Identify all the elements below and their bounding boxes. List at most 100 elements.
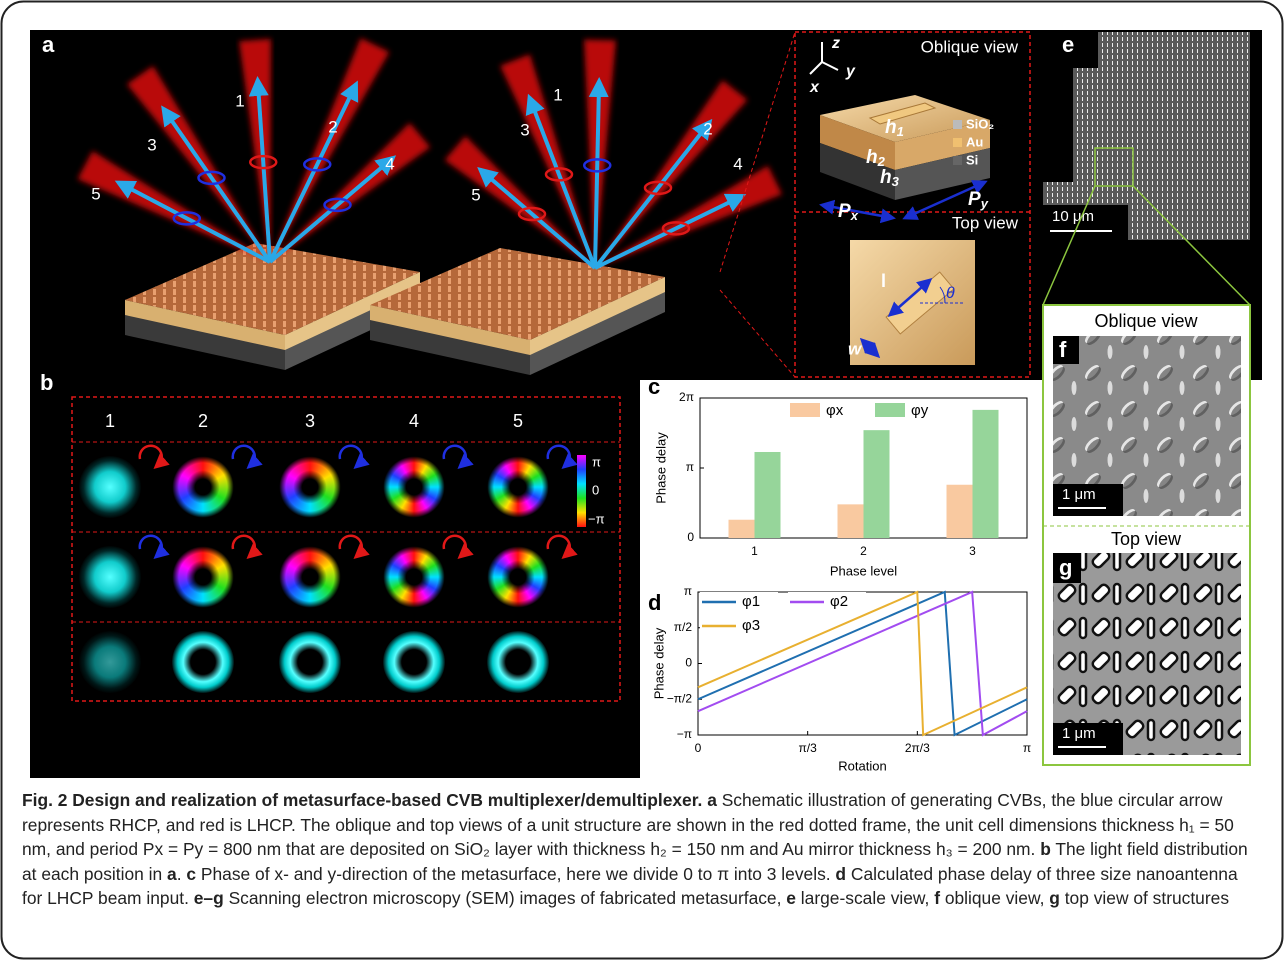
- field-map: [487, 456, 549, 518]
- y-tick-label: π/2: [674, 620, 693, 634]
- caption-bold: e–g: [189, 888, 224, 908]
- panel-label: b: [40, 370, 53, 395]
- layer-name: Au: [966, 134, 983, 149]
- page: Figure 2 html, body { margin: 0; padding…: [0, 0, 1284, 960]
- bar: [729, 520, 755, 538]
- caption-bold: c: [182, 864, 197, 884]
- field-map: [172, 456, 234, 518]
- layer-swatch: [953, 120, 962, 129]
- layer-name: Si: [966, 152, 978, 167]
- beam-number: 5: [91, 184, 100, 203]
- dimension-label: w: [848, 339, 863, 358]
- bar: [755, 452, 781, 538]
- column-label: 4: [409, 411, 419, 431]
- field-map: [487, 546, 549, 608]
- caption-bold: Fig. 2 Design and realization of metasur…: [22, 790, 702, 810]
- field-map: [383, 546, 445, 608]
- colorbar-label: 0: [592, 482, 599, 497]
- field-map: [172, 631, 234, 693]
- y-tick-label: π: [684, 584, 692, 598]
- x-tick-label: 0: [695, 741, 702, 755]
- bar: [973, 410, 999, 538]
- scale-label: 1 μm: [1062, 725, 1096, 742]
- sem-title: Oblique view: [1094, 311, 1198, 331]
- inset-title: Top view: [952, 213, 1019, 232]
- scale-label: 10 μm: [1052, 208, 1094, 225]
- x-tick-label: 3: [969, 544, 976, 558]
- bar: [864, 430, 890, 538]
- caption-bold: a: [702, 790, 717, 810]
- axis-name: x: [809, 79, 820, 96]
- caption-bold: d: [831, 864, 846, 884]
- caption-text: large-scale view,: [796, 888, 929, 908]
- legend-swatch: [875, 403, 905, 417]
- beam-number: 2: [328, 117, 337, 136]
- panel-label: g: [1059, 555, 1072, 580]
- legend-swatch: [790, 403, 820, 417]
- caption-text: top view of structures: [1060, 888, 1229, 908]
- caption-bold: a: [162, 864, 177, 884]
- caption-bold: b: [1035, 839, 1050, 859]
- legend-label: φy: [911, 402, 929, 419]
- inset-title: Oblique view: [921, 37, 1019, 56]
- dimension-symbol: h: [866, 147, 878, 168]
- legend-label: φ1: [742, 593, 760, 610]
- y-tick-label: 0: [687, 530, 694, 544]
- page-body: { "figure": { "a": { "label": "a", "left…: [0, 0, 1284, 960]
- panel-label: c: [648, 374, 660, 399]
- y-axis-label: Phase delay: [651, 627, 666, 699]
- dimension-symbol: P: [838, 201, 851, 222]
- figure: 1234512345 a Oblique view Top view z y x…: [0, 0, 1284, 960]
- beam-number: 1: [235, 91, 244, 110]
- x-tick-label: 1: [751, 544, 758, 558]
- panel-label: e: [1062, 32, 1074, 57]
- y-tick-label: −π: [677, 727, 692, 741]
- field-map: [383, 631, 445, 693]
- field-map: [279, 456, 341, 518]
- beam-number: 2: [703, 119, 712, 138]
- bar: [947, 485, 973, 538]
- x-tick-label: 2: [860, 544, 867, 558]
- x-tick-label: 2π/3: [905, 741, 930, 755]
- field-map: [383, 456, 445, 518]
- dimension-subscript: 1: [897, 124, 904, 139]
- x-axis-label: Rotation: [838, 758, 886, 773]
- scale-label: 1 μm: [1062, 486, 1096, 503]
- y-tick-label: 0: [685, 656, 692, 670]
- y-tick-label: π: [686, 460, 694, 474]
- beam-number: 3: [520, 120, 529, 139]
- column-label: 1: [105, 411, 115, 431]
- panel-label: f: [1059, 337, 1067, 362]
- caption-text: Phase of x- and y-direction of the metas…: [196, 864, 831, 884]
- bar: [838, 504, 864, 538]
- beam-number: 4: [733, 154, 742, 173]
- panel-label: d: [648, 590, 661, 615]
- caption-text: Scanning electron microscopy (SEM) image…: [224, 888, 782, 908]
- field-map: [79, 456, 141, 518]
- column-label: 2: [198, 411, 208, 431]
- axis-name: y: [845, 63, 856, 80]
- field-map: [487, 631, 549, 693]
- colorbar-label: π: [592, 454, 601, 469]
- colorbar: [577, 455, 586, 527]
- y-tick-label: −π/2: [667, 691, 693, 705]
- legend-label: φx: [826, 402, 844, 419]
- caption-text: oblique view,: [940, 888, 1044, 908]
- colorbar-label: −π: [588, 511, 605, 526]
- field-map: [279, 631, 341, 693]
- caption-bold: g: [1044, 888, 1059, 908]
- layer-swatch: [953, 138, 962, 147]
- x-tick-label: π: [1023, 741, 1031, 755]
- dimension-subscript: x: [850, 208, 859, 223]
- caption: Fig. 2 Design and realization of metasur…: [22, 788, 1260, 911]
- field-map: [79, 631, 141, 693]
- legend-label: φ3: [742, 617, 760, 634]
- x-axis-label: Phase level: [830, 563, 897, 578]
- beam-number: 3: [147, 135, 156, 154]
- legend-label: φ2: [830, 593, 848, 610]
- dimension-label: l: [881, 271, 886, 291]
- x-tick-label: π/3: [799, 741, 818, 755]
- beam-number: 4: [385, 154, 394, 173]
- column-label: 3: [305, 411, 315, 431]
- beam-number: 5: [471, 185, 480, 204]
